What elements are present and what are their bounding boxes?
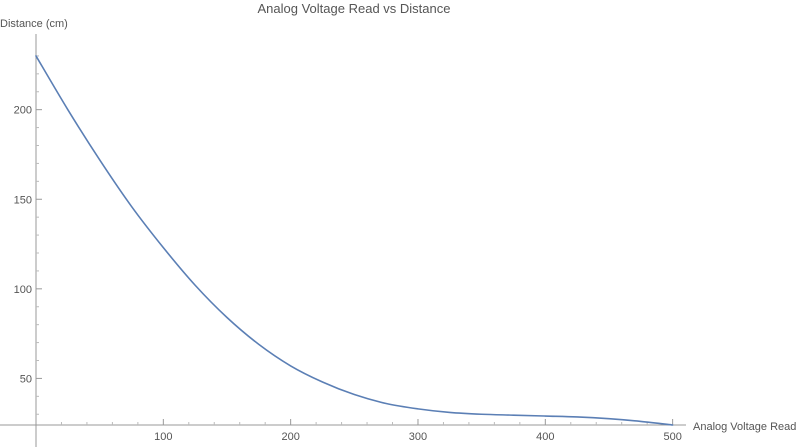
axes: 100 200 300 400 500 50 100 150 200: [0, 34, 686, 447]
series-layer: [35, 55, 674, 426]
x-tick-label: 200: [281, 431, 299, 443]
y-tick-label: 100: [14, 284, 32, 296]
y-axis-label: Distance (cm): [0, 18, 68, 30]
series-line: [35, 55, 674, 426]
x-tick-label: 500: [663, 431, 681, 443]
y-tick-label: 200: [14, 105, 32, 117]
y-tick-label: 50: [20, 373, 32, 385]
chart-title: Analog Voltage Read vs Distance: [258, 1, 451, 16]
x-tick-label: 100: [154, 431, 172, 443]
y-tick-label: 150: [14, 194, 32, 206]
x-tick-label: 300: [409, 431, 427, 443]
x-tick-label: 400: [536, 431, 554, 443]
x-axis-label: Analog Voltage Read: [693, 421, 796, 433]
